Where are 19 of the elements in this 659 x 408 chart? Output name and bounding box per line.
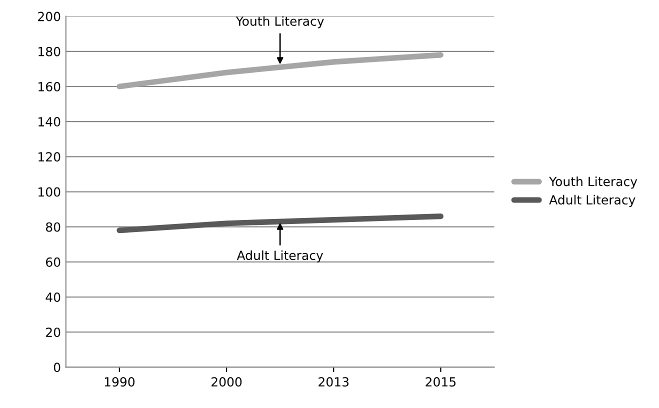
x-tick-label: 2015 — [426, 377, 456, 387]
y-tick-label: 80 — [46, 222, 60, 232]
x-tick-label: 1990 — [104, 377, 135, 387]
annotation: Adult Literacy — [236, 250, 324, 262]
y-tick-label: 120 — [38, 152, 60, 162]
y-tick-label: 160 — [38, 82, 60, 92]
y-tick-label: 100 — [38, 187, 60, 197]
y-tick-label: 180 — [38, 46, 60, 56]
y-tick-label: 20 — [46, 328, 60, 338]
y-tick-label: 200 — [38, 12, 60, 22]
y-tick-label: 60 — [46, 257, 60, 267]
legend-label: Adult Literacy — [549, 194, 636, 207]
x-tick-label: 2000 — [212, 377, 242, 387]
annotation: Youth Literacy — [236, 16, 324, 28]
y-tick-label: 40 — [46, 292, 60, 302]
legend-label: Youth Literacy — [549, 176, 638, 189]
y-tick-label: 140 — [38, 117, 60, 127]
y-tick-label: 0 — [54, 362, 60, 372]
x-tick-label: 2013 — [318, 377, 349, 387]
